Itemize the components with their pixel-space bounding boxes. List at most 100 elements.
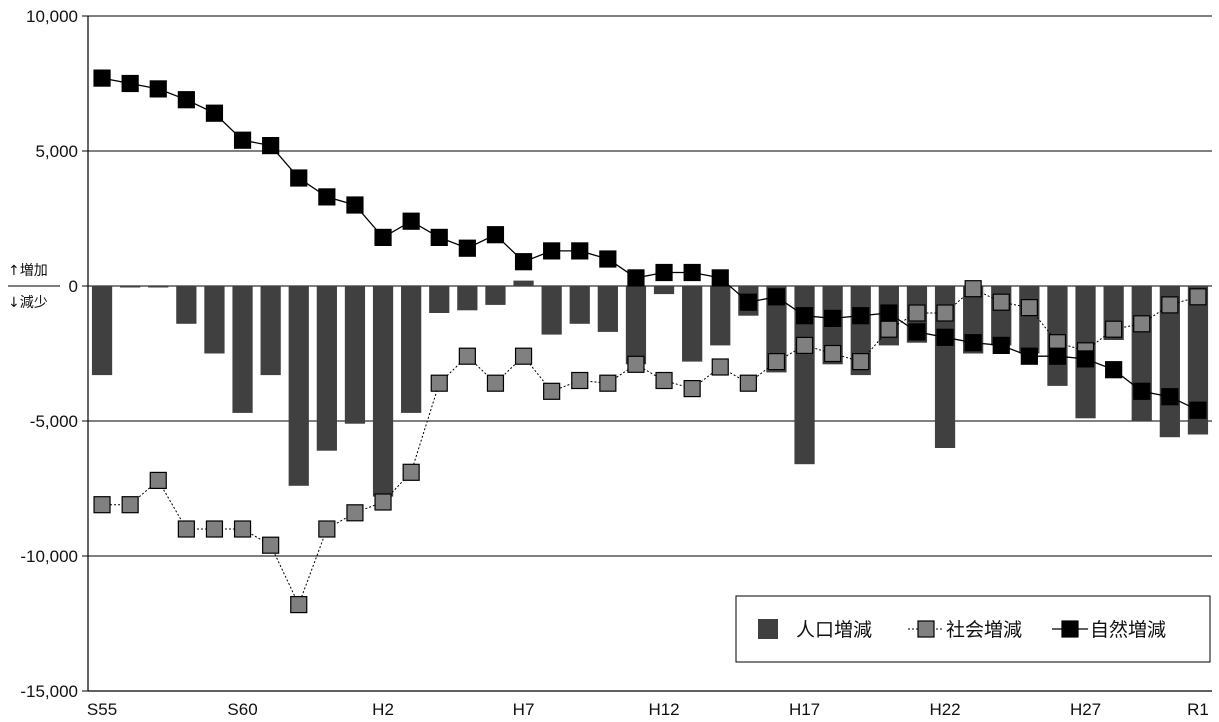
bar <box>344 286 366 424</box>
grid-lines <box>88 15 1212 557</box>
series-line <box>101 77 1199 411</box>
data-point <box>1189 401 1207 419</box>
data-point <box>233 520 252 538</box>
bar-series <box>91 280 1209 497</box>
data-point <box>571 371 589 390</box>
x-tick-label: R1 <box>1187 700 1209 719</box>
bar <box>429 286 450 313</box>
data-point <box>627 355 645 373</box>
data-point <box>486 226 505 244</box>
data-point <box>402 463 420 481</box>
data-point <box>880 304 898 322</box>
bar <box>91 286 113 376</box>
data-point <box>1105 361 1123 379</box>
data-point <box>318 520 336 538</box>
x-tick-label: H17 <box>789 700 820 719</box>
data-point <box>824 344 842 363</box>
data-point <box>655 263 673 282</box>
x-tick-label: H2 <box>372 700 394 719</box>
data-point <box>205 520 224 538</box>
legend-box <box>735 595 1211 663</box>
data-point <box>543 242 561 260</box>
bar <box>148 286 169 288</box>
legend-label-natural: 自然増減 <box>1090 619 1166 641</box>
data-point <box>1076 350 1095 368</box>
data-point <box>936 328 954 346</box>
data-point <box>374 493 392 511</box>
data-point <box>767 353 786 371</box>
data-point <box>1133 315 1151 333</box>
bar <box>401 286 422 413</box>
data-point <box>908 323 926 341</box>
data-point <box>683 263 701 282</box>
data-point <box>683 380 701 398</box>
data-point <box>739 293 757 311</box>
data-point <box>177 91 195 109</box>
data-point <box>599 374 617 392</box>
bar <box>232 286 253 413</box>
line-series <box>93 69 1207 614</box>
data-point <box>1020 299 1038 317</box>
data-point <box>346 504 364 522</box>
bar <box>176 286 197 324</box>
bar <box>457 286 478 311</box>
x-tick-label: H7 <box>513 700 535 719</box>
data-point <box>992 336 1010 354</box>
bar <box>597 286 618 332</box>
data-point <box>908 304 926 322</box>
bar <box>794 286 815 465</box>
data-point <box>852 353 870 371</box>
bar <box>653 286 675 295</box>
bar <box>541 286 562 335</box>
data-point <box>936 304 954 322</box>
x-tick-label: H22 <box>929 700 960 719</box>
data-point <box>346 196 364 214</box>
legend-marker-natural <box>1061 620 1079 638</box>
legend-swatch-bar <box>758 619 778 639</box>
bar <box>1187 286 1209 435</box>
data-point <box>852 307 870 325</box>
data-point <box>430 228 448 246</box>
bar <box>372 286 394 497</box>
data-point <box>795 307 814 325</box>
bar <box>710 286 731 346</box>
data-point <box>739 374 757 392</box>
axis-labels: 10,000 5,000 0 -5,000 -10,000 -15,000 ↑増加 ↓減少 S5… <box>8 7 1209 719</box>
data-point <box>1105 320 1123 338</box>
data-point <box>1133 382 1151 400</box>
data-point <box>290 169 308 187</box>
data-point <box>430 374 448 392</box>
data-point <box>880 320 898 338</box>
y-tick-label: -15,000 <box>20 682 78 701</box>
data-point <box>711 358 729 376</box>
data-point <box>458 347 476 365</box>
data-point <box>262 536 280 554</box>
bar <box>288 286 309 486</box>
data-point <box>655 371 673 390</box>
data-point <box>233 131 252 149</box>
data-point <box>177 520 195 538</box>
legend-label-social: 社会増減 <box>946 619 1022 641</box>
data-point <box>486 374 505 392</box>
data-point <box>458 239 476 257</box>
data-point <box>711 269 729 287</box>
bar <box>569 286 590 324</box>
data-point <box>149 80 167 98</box>
bar <box>766 286 787 373</box>
data-point <box>599 250 617 268</box>
bar <box>934 286 956 448</box>
data-point <box>964 334 982 352</box>
data-point <box>262 137 280 155</box>
data-point <box>402 212 420 230</box>
data-point <box>571 242 589 260</box>
data-point <box>992 293 1010 311</box>
data-point <box>795 336 814 354</box>
data-point <box>964 280 982 298</box>
y-tick-label: 5,000 <box>35 142 78 161</box>
bar <box>1131 286 1152 421</box>
axes <box>82 15 1212 692</box>
legend-marker-social <box>917 620 935 638</box>
x-tick-label: H27 <box>1070 700 1101 719</box>
